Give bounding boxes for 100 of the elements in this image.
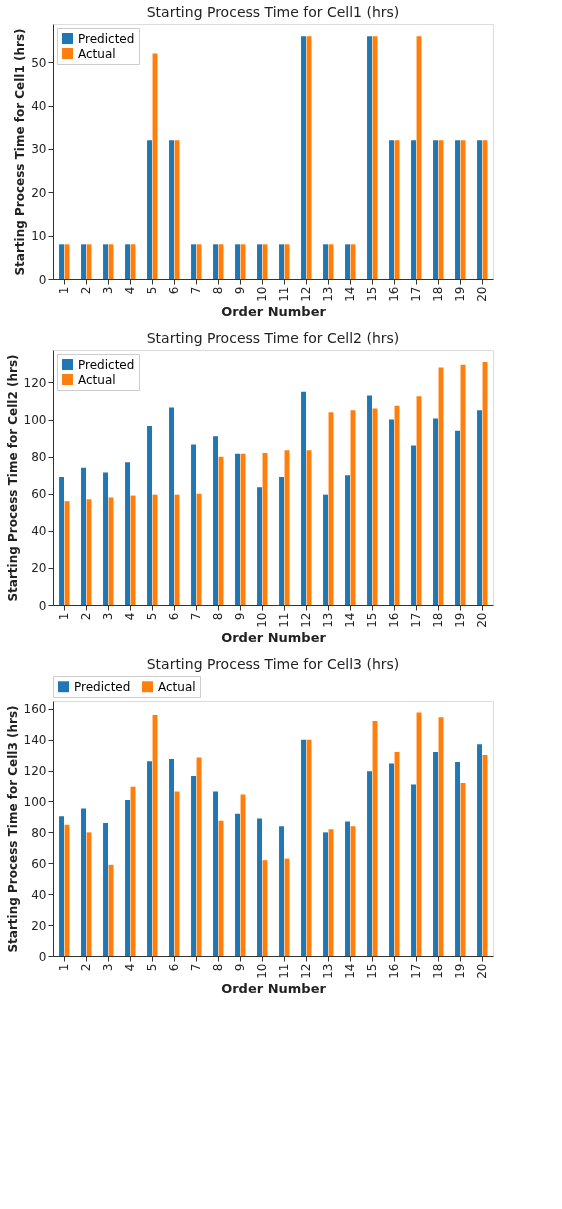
bar [328,412,334,605]
bar [262,244,268,279]
chart-title: Starting Process Time for Cell3 (hrs) [146,655,400,672]
x-tick-label: 16 [387,963,401,979]
x-tick-label: 20 [475,612,489,628]
bar [372,36,378,279]
bar [416,396,422,605]
bar [350,244,356,279]
bar [433,752,438,956]
bar [477,140,482,279]
x-tick-label: 14 [343,286,357,302]
bar [372,721,378,956]
x-tick-label: 3 [101,963,115,972]
bar [125,244,130,279]
x-tick-label: 18 [431,612,445,628]
chart-title: Starting Process Time for Cell2 (hrs) [146,330,400,346]
bar [213,436,218,605]
bar [152,494,158,605]
bar [279,477,284,605]
y-tick-label: 20 [31,185,47,200]
bar [306,450,312,605]
x-tick-label: 16 [387,612,401,628]
bar [130,786,136,956]
x-tick-label: 4 [123,286,137,295]
bar [81,244,86,279]
bar [262,860,268,956]
y-tick-label: 80 [31,450,47,465]
x-tick-label: 7 [189,286,203,295]
x-axis-title: Order Number [221,303,327,319]
x-tick-label: 12 [299,612,313,628]
x-tick-label: 9 [233,612,247,621]
bar [86,244,92,279]
bar [389,763,394,956]
bar [59,477,64,605]
bar [284,858,290,956]
x-tick-label: 4 [123,963,137,972]
bar [284,244,290,279]
bar [130,495,136,605]
bar [125,799,130,956]
bar [367,395,372,605]
bar [438,367,444,605]
x-tick-label: 8 [211,612,225,621]
x-tick-label: 20 [475,963,489,979]
bar [460,140,466,279]
x-tick-label: 13 [321,286,335,302]
bar [103,472,108,605]
bar [372,408,378,605]
bar [350,826,356,956]
legend-label: Predicted [74,679,131,694]
x-tick-label: 3 [101,612,115,621]
bar [477,410,482,605]
x-tick-label: 3 [101,286,115,295]
x-tick-label: 17 [409,286,423,302]
bar [345,475,350,605]
y-tick-label: 160 [23,702,47,717]
bar [81,808,86,956]
x-tick-label: 2 [79,612,93,621]
y-tick-label: 100 [23,413,47,428]
bar [323,832,328,956]
bar [284,450,290,605]
bar [213,791,218,956]
bar [213,244,218,279]
bar [345,244,350,279]
x-tick-label: 12 [299,963,313,979]
bar [438,140,444,279]
y-tick-label: 20 [31,561,47,576]
bar [196,244,202,279]
y-tick-label: 80 [31,825,47,840]
x-tick-label: 15 [365,963,379,979]
bar [279,826,284,956]
x-tick-label: 7 [189,963,203,972]
bar [350,410,356,605]
bar [191,244,196,279]
bar [460,782,466,956]
x-tick-label: 11 [277,612,291,628]
bar [416,712,422,956]
bar [235,813,240,956]
bar [301,36,306,279]
bar [455,140,460,279]
bar [108,244,114,279]
x-tick-label: 1 [57,286,71,295]
y-tick-label: 60 [31,856,47,871]
x-tick-label: 14 [343,612,357,628]
x-tick-label: 7 [189,612,203,621]
x-tick-label: 19 [453,612,467,628]
y-axis-title: Starting Process Time for Cell1 (hrs) [13,28,28,276]
x-tick-label: 2 [79,963,93,972]
x-tick-label: 12 [299,286,313,302]
bar [394,405,400,605]
y-tick-label: 40 [31,99,47,114]
bar [345,821,350,956]
x-tick-label: 5 [145,963,159,972]
bar [174,791,180,956]
bar [367,36,372,279]
x-tick-label: 18 [431,963,445,979]
x-tick-label: 10 [255,963,269,979]
x-tick-label: 2 [79,286,93,295]
bar [433,140,438,279]
bar [64,244,70,279]
x-tick-label: 6 [167,612,181,621]
